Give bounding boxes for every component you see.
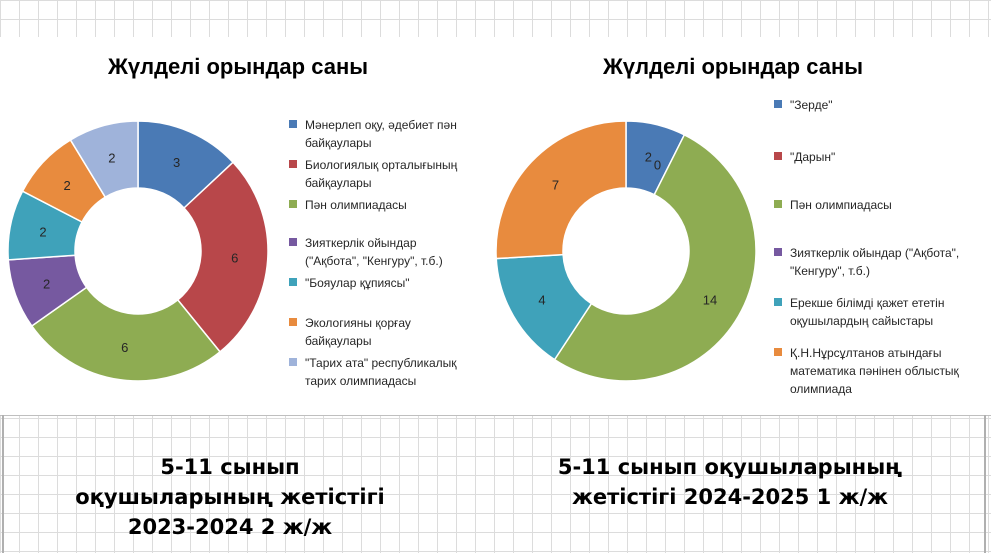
- chart1-legend-item-3: Пән олимпиадасы: [289, 196, 407, 214]
- chart1-data-label-2: 6: [231, 251, 238, 266]
- chart1-legend-item-1: Мәнерлеп оқу, әдебиет пән байқаулары: [289, 116, 457, 152]
- chart2-slice-3: [553, 133, 757, 382]
- chart1-legend-label-5: "Бояулар құпиясы": [305, 274, 410, 292]
- chart2-legend-label-3: Пән олимпиадасы: [790, 196, 892, 214]
- chart1-data-label-1: 3: [173, 155, 180, 170]
- chart1-slice-7: [69, 120, 139, 199]
- chart1-legend-label-4-line-1: Зияткерлік ойындар: [305, 236, 417, 250]
- chart1-legend-swatch-5: [289, 278, 297, 286]
- chart2-title: Жүлделі орындар саны: [603, 54, 864, 79]
- chart1-legend-label-6: Экологияны қорғау байқаулары: [305, 314, 411, 350]
- chart2-data-label-1: 2: [645, 150, 652, 165]
- chart2-legend-label-2-line-1: "Дарын": [790, 150, 836, 164]
- chart2-data-label-5: 4: [538, 293, 545, 308]
- chart2-legend-swatch-3: [774, 200, 782, 208]
- chart2-legend-label-1-line-1: "Зерде": [790, 98, 833, 112]
- chart2-legend-swatch-5: [774, 298, 782, 306]
- chart1-legend-label-6-line-1: Экологияны қорғау: [305, 316, 411, 330]
- chart2-legend-item-3: Пән олимпиадасы: [774, 196, 892, 214]
- chart1-legend-label-1-line-2: байқаулары: [305, 136, 372, 150]
- chart2-legend-label-6-line-1: Қ.Н.Нұрсұлтанов атындағы: [790, 346, 942, 360]
- chart2-legend-item-6: Қ.Н.Нұрсұлтанов атындағы математика пәнін…: [774, 344, 959, 398]
- chart2-legend-swatch-6: [774, 348, 782, 356]
- chart1-legend-label-4-line-2: ("Ақбота", "Кенгуру", т.б.): [305, 254, 443, 268]
- caption-right: 5-11 сынып оқушыларының жетістігі 2024-2…: [500, 452, 960, 512]
- chart2-legend-label-5-line-1: Ерекше білімді қажет ететін: [790, 296, 945, 310]
- chart2-legend-label-1: "Зерде": [790, 96, 833, 114]
- caption-left: 5-11 сынып оқушыларының жетістігі 2023-2…: [30, 452, 430, 542]
- chart1-data-label-5: 2: [39, 224, 46, 239]
- caption-divider-left: [2, 415, 4, 553]
- chart2-legend-label-4: Зияткерлік ойындар ("Ақбота", "Кенгуру", …: [790, 244, 959, 280]
- chart2-legend-label-6: Қ.Н.Нұрсұлтанов атындағы математика пәнін…: [790, 344, 959, 398]
- chart1-legend-swatch-3: [289, 200, 297, 208]
- chart2-legend-label-3-line-1: Пән олимпиадасы: [790, 198, 892, 212]
- chart1-legend-label-2: Биологиялық орталығының байқаулары: [305, 156, 457, 192]
- chart1-legend-item-4: Зияткерлік ойындар ("Ақбота", "Кенгуру", …: [289, 234, 443, 270]
- chart1-title: Жүлделі орындар саны: [108, 54, 369, 79]
- chart2-legend-label-6-line-2: математика пәнінен облыстық: [790, 364, 959, 378]
- caption-divider-right: [984, 415, 986, 553]
- chart1-legend-label-1-line-1: Мәнерлеп оқу, әдебиет пән: [305, 118, 457, 132]
- chart1-data-label-6: 2: [63, 178, 70, 193]
- chart2-legend-label-4-line-2: "Кенгуру", т.б.): [790, 264, 870, 278]
- chart2-legend-item-1: "Зерде": [774, 96, 833, 114]
- chart1-legend-item-2: Биологиялық орталығының байқаулары: [289, 156, 457, 192]
- chart1-legend-label-1: Мәнерлеп оқу, әдебиет пән байқаулары: [305, 116, 457, 152]
- chart2-legend-swatch-1: [774, 100, 782, 108]
- chart2-legend-label-2: "Дарын": [790, 148, 835, 166]
- caption-left-line-3: 2023-2024 2 ж/ж: [127, 515, 333, 539]
- chart2-legend-label-6-line-3: олимпиада: [790, 382, 852, 396]
- chart2-legend-swatch-4: [774, 248, 782, 256]
- chart1-legend-item-6: Экологияны қорғау байқаулары: [289, 314, 411, 350]
- chart2-data-label-2: 0: [654, 157, 661, 172]
- chart1-legend-swatch-6: [289, 318, 297, 326]
- chart1-legend-label-2-line-1: Биологиялық орталығының: [305, 158, 458, 172]
- caption-right-line-1: 5-11 сынып оқушыларының: [557, 455, 903, 479]
- chart2-data-label-6: 7: [552, 177, 559, 192]
- chart2-data-label-3: 14: [703, 293, 717, 308]
- chart1-legend-swatch-2: [289, 160, 297, 168]
- chart2-legend-label-5: Ерекше білімді қажет ететін оқушылардың с…: [790, 294, 944, 330]
- chart2-legend-label-4-line-1: Зияткерлік ойындар ("Ақбота",: [790, 246, 960, 260]
- chart1-legend-label-7: "Тарих ата" республикалық тарих олимпиада…: [305, 354, 457, 390]
- chart2-legend-item-5: Ерекше білімді қажет ететін оқушылардың с…: [774, 294, 944, 330]
- chart1-data-label-7: 2: [108, 151, 115, 166]
- caption-left-line-1: 5-11 сынып: [160, 455, 300, 479]
- chart1-legend-swatch-7: [289, 358, 297, 366]
- chart2-legend-swatch-2: [774, 152, 782, 160]
- caption-left-line-2: оқушыларының жетістігі: [75, 485, 385, 509]
- chart1-data-label-3: 6: [121, 340, 128, 355]
- chart1-legend-label-3: Пән олимпиадасы: [305, 196, 407, 214]
- chart1-legend-label-7-line-2: тарих олимпиадасы: [305, 374, 417, 388]
- chart1-legend-label-6-line-2: байқаулары: [305, 334, 372, 348]
- chart1-slice-2: [176, 161, 269, 353]
- chart1-data-label-4: 2: [43, 276, 50, 291]
- chart2-slice-6: [495, 120, 627, 260]
- chart1-legend-swatch-4: [289, 238, 297, 246]
- caption-right-line-2: жетістігі 2024-2025 1 ж/ж: [571, 485, 889, 509]
- chart1-slice-3: [30, 286, 222, 382]
- chart1-legend-label-5-line-1: "Бояулар құпиясы": [305, 276, 410, 290]
- chart1-legend-label-2-line-2: байқаулары: [305, 176, 372, 190]
- chart1-legend-label-3-line-1: Пән олимпиадасы: [305, 198, 407, 212]
- chart1-legend-item-5: "Бояулар құпиясы": [289, 274, 410, 292]
- chart1-legend-item-7: "Тарих ата" республикалық тарих олимпиада…: [289, 354, 457, 390]
- chart1-legend-label-4: Зияткерлік ойындар ("Ақбота", "Кенгуру", …: [305, 234, 443, 270]
- chart2-legend-label-5-line-2: оқушылардың сайыстары: [790, 314, 934, 328]
- chart2-legend-item-2: "Дарын": [774, 148, 835, 166]
- chart1-legend-swatch-1: [289, 120, 297, 128]
- chart1-legend-label-7-line-1: "Тарих ата" республикалық: [305, 356, 457, 370]
- chart2-legend-item-4: Зияткерлік ойындар ("Ақбота", "Кенгуру", …: [774, 244, 959, 280]
